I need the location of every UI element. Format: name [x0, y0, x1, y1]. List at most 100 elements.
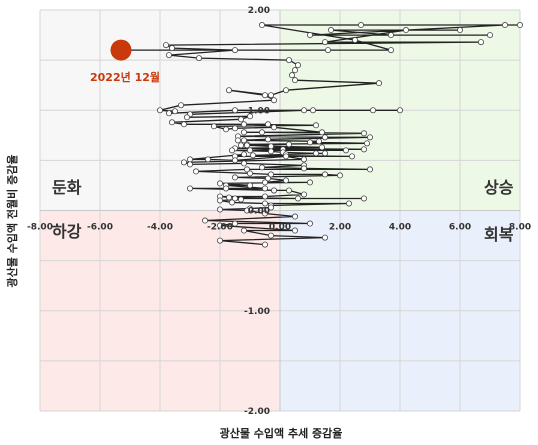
data-point: [261, 92, 268, 99]
data-point: [291, 67, 298, 74]
data-point: [168, 45, 175, 52]
data-point: [246, 113, 253, 120]
data-point: [171, 108, 178, 115]
data-point: [360, 146, 367, 153]
highlight-point: [110, 39, 132, 61]
data-point: [231, 107, 238, 114]
data-point: [225, 87, 232, 94]
data-point: [264, 121, 271, 128]
x-tick-label: -2.00: [207, 223, 233, 233]
data-point: [375, 80, 382, 87]
data-point: [231, 220, 238, 227]
data-point: [261, 179, 268, 186]
data-point: [186, 161, 193, 168]
data-point: [282, 153, 289, 160]
data-point: [300, 191, 307, 198]
data-point: [156, 107, 163, 114]
data-point: [183, 114, 190, 121]
data-point: [267, 171, 274, 178]
data-point: [186, 156, 193, 163]
data-point: [243, 207, 250, 214]
data-point: [285, 57, 292, 64]
data-point: [231, 157, 238, 164]
data-point: [300, 165, 307, 172]
x-tick-label: 6.00: [449, 223, 471, 233]
data-point: [285, 141, 292, 148]
data-point: [258, 129, 265, 136]
data-point: [306, 179, 313, 186]
data-point: [315, 138, 322, 145]
data-point: [258, 22, 265, 29]
data-point: [517, 22, 524, 29]
data-point: [264, 136, 271, 143]
data-point: [216, 237, 223, 244]
data-point: [201, 217, 208, 224]
data-point: [267, 92, 274, 99]
data-point: [240, 151, 247, 158]
data-point: [243, 142, 250, 149]
data-point: [456, 27, 463, 34]
quadrant-label-lower-right: 회복: [484, 225, 514, 244]
data-point: [222, 126, 229, 133]
data-point: [360, 130, 367, 137]
data-point: [285, 187, 292, 194]
data-point: [216, 222, 223, 229]
data-point: [261, 193, 268, 200]
data-point: [258, 164, 265, 171]
data-point: [291, 227, 298, 234]
data-point: [267, 148, 274, 155]
tick-labels: -8.00 -6.00 -4.00 -2.00 0.00 2.00 4.00 6.00 8.00…: [27, 6, 531, 417]
data-point: [345, 200, 352, 207]
data-point: [321, 171, 328, 178]
data-point: [294, 62, 301, 69]
data-point: [216, 206, 223, 213]
data-point: [306, 139, 313, 146]
data-point: [204, 156, 211, 163]
data-point: [360, 195, 367, 202]
x-tick-label: -6.00: [87, 223, 113, 233]
data-point: [294, 195, 301, 202]
y-tick-label: -1.00: [244, 307, 270, 317]
data-point: [243, 166, 250, 173]
data-point: [357, 22, 364, 29]
data-point: [246, 147, 253, 154]
x-tick-label: 4.00: [389, 223, 411, 233]
data-point: [366, 166, 373, 173]
data-point: [336, 172, 343, 179]
data-point: [270, 97, 277, 104]
data-point: [291, 77, 298, 84]
data-point: [246, 170, 253, 177]
data-point: [291, 213, 298, 220]
data-point: [306, 32, 313, 39]
x-tick-label: 8.00: [509, 223, 531, 233]
data-point: [228, 199, 235, 206]
data-point: [234, 137, 241, 144]
quadrant-label-lower-left: 하강: [52, 222, 82, 241]
data-point: [240, 160, 247, 167]
data-point: [369, 107, 376, 114]
y-tick-label: 2.00: [248, 6, 270, 16]
y-tick-label: 0.00: [248, 207, 270, 217]
data-point: [240, 121, 247, 128]
data-point: [222, 185, 229, 192]
highlight-callout-label: 2022년 12월: [90, 70, 160, 84]
x-tick-label: -4.00: [147, 223, 173, 233]
data-point: [180, 121, 187, 128]
data-point: [288, 72, 295, 79]
data-point: [180, 159, 187, 166]
data-point: [162, 42, 169, 49]
data-point: [225, 194, 232, 201]
data-point: [321, 39, 328, 46]
data-point: [312, 150, 319, 157]
data-point: [396, 107, 403, 114]
data-point: [300, 107, 307, 114]
data-point: [168, 119, 175, 126]
data-point: [237, 142, 244, 149]
data-point: [240, 227, 247, 234]
data-point: [231, 195, 238, 202]
data-point: [231, 47, 238, 54]
data-point: [501, 22, 508, 29]
data-point: [216, 180, 223, 187]
data-point: [237, 116, 244, 123]
data-point: [321, 134, 328, 141]
